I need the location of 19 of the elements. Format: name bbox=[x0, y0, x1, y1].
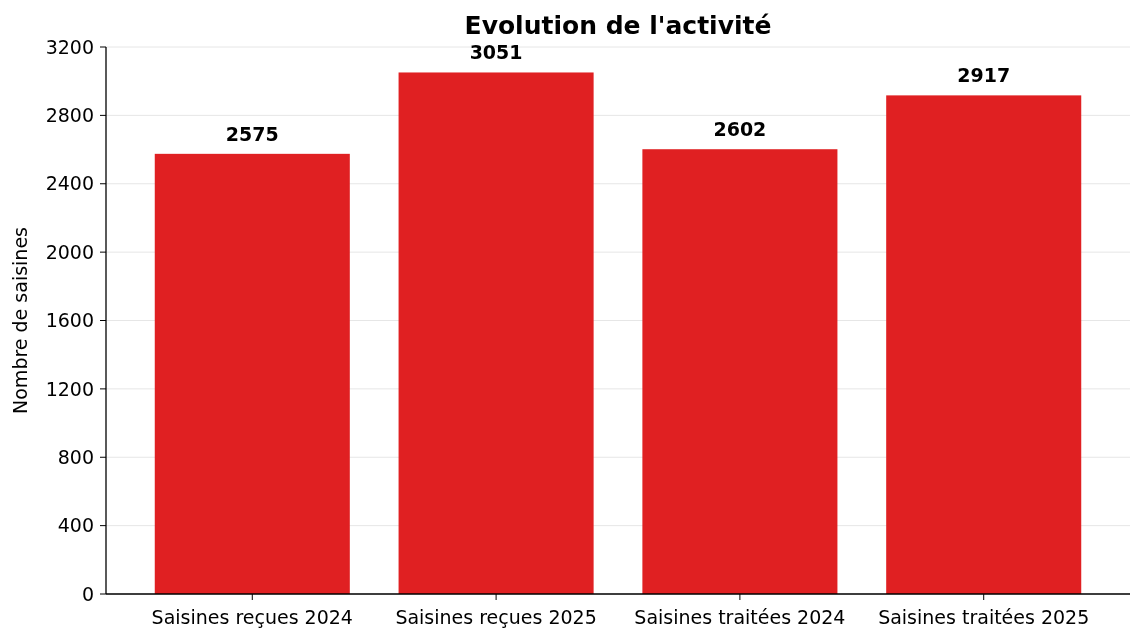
y-tick-label: 2800 bbox=[45, 104, 94, 127]
x-tick-label: Saisines traitées 2024 bbox=[634, 606, 846, 628]
y-tick-label: 1600 bbox=[45, 309, 94, 332]
y-tick-label: 2400 bbox=[45, 172, 94, 195]
y-tick-label: 1200 bbox=[45, 377, 94, 400]
y-tick-label: 800 bbox=[57, 445, 94, 468]
chart-title: Evolution de l'activité bbox=[464, 11, 772, 40]
data-label: 2917 bbox=[957, 64, 1011, 87]
x-tick-label: Saisines traitées 2025 bbox=[878, 606, 1090, 628]
y-axis-title: Nombre de saisines bbox=[9, 227, 31, 414]
y-tick-label: 2000 bbox=[45, 240, 94, 263]
y-tick-label: 0 bbox=[81, 582, 94, 605]
data-label: 2575 bbox=[225, 122, 279, 145]
y-tick-label: 400 bbox=[57, 514, 94, 537]
x-tick-label: Saisines reçues 2024 bbox=[151, 606, 353, 628]
x-tick-label: Saisines reçues 2025 bbox=[395, 606, 597, 628]
y-tick-label: 3200 bbox=[45, 35, 94, 58]
data-label: 3051 bbox=[469, 41, 523, 64]
data-label: 2602 bbox=[713, 118, 767, 141]
